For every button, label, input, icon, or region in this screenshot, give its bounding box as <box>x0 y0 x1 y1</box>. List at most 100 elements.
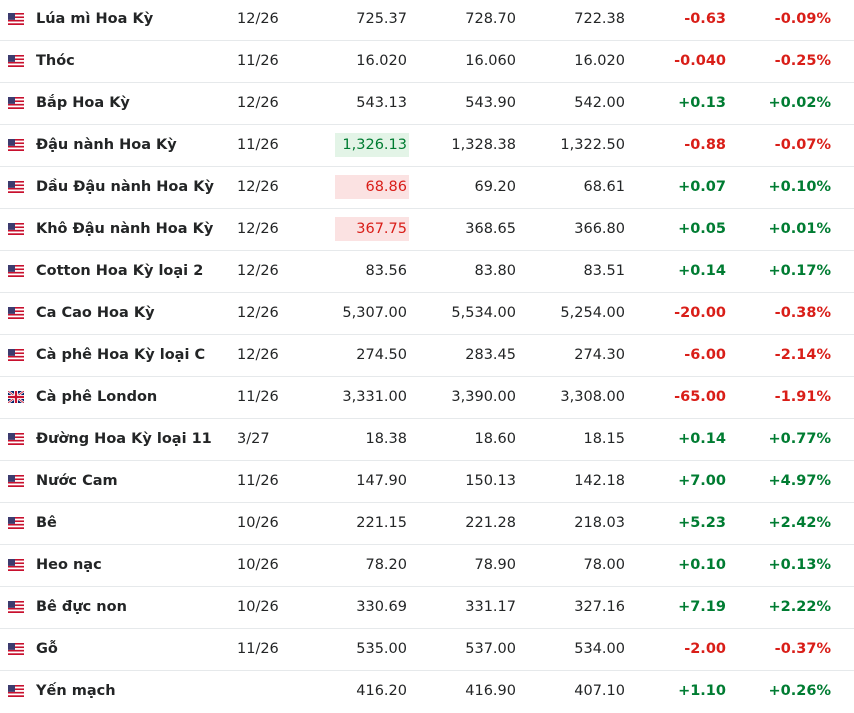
last: 543.13 <box>356 95 407 111</box>
contract-month: 12/26 <box>237 305 279 321</box>
change: +7.00 <box>678 473 726 489</box>
last: 221.15 <box>356 515 407 531</box>
flag-icon <box>8 391 24 403</box>
price-flash <box>335 133 409 157</box>
table-row: Nước Cam 11/26 147.90 150.13 142.18 +7.00 +4.9… <box>0 461 854 503</box>
contract-month: 12/26 <box>237 347 279 363</box>
last: 367.75 <box>356 221 407 237</box>
contract-month: 12/26 <box>237 221 279 237</box>
change-pct: -0.25% <box>774 53 831 69</box>
commodity-name: Cotton Hoa Kỳ loại 2 <box>36 263 204 279</box>
last: 147.90 <box>356 473 407 489</box>
high: 283.45 <box>465 347 516 363</box>
table-row: Bê 10/26 221.15 221.28 218.03 +5.23 +2.42% <box>0 503 854 545</box>
high: 221.28 <box>465 515 516 531</box>
contract-month: 11/26 <box>237 53 279 69</box>
flag-icon <box>8 265 24 277</box>
commodity-name: Đường Hoa Kỳ loại 11 <box>36 431 212 447</box>
last: 1,326.13 <box>342 137 407 153</box>
contract-month: 10/26 <box>237 599 279 615</box>
change: +0.10 <box>678 557 726 573</box>
low: 83.51 <box>583 263 625 279</box>
low: 534.00 <box>574 641 625 657</box>
change-pct: +0.01% <box>768 221 831 237</box>
commodity-name: Bê <box>36 515 57 531</box>
low: 16.020 <box>574 53 625 69</box>
change-pct: -1.91% <box>774 389 831 405</box>
table-row: Lúa mì Hoa Kỳ 12/26 725.37 728.70 722.38 -0.6… <box>0 0 854 41</box>
commodity-name: Lúa mì Hoa Kỳ <box>36 11 154 27</box>
low: 407.10 <box>574 683 625 699</box>
low: 5,254.00 <box>560 305 625 321</box>
flag-icon <box>8 433 24 445</box>
contract-month: 12/26 <box>237 179 279 195</box>
high: 83.80 <box>474 263 516 279</box>
table-row: Thóc 11/26 16.020 16.060 16.020 -0.040 -0.25% <box>0 41 854 83</box>
table-row: Gỗ 11/26 535.00 537.00 534.00 -2.00 -0.37% <box>0 629 854 671</box>
flag-icon <box>8 517 24 529</box>
change-pct: +0.26% <box>768 683 831 699</box>
table-row: Heo nạc 10/26 78.20 78.90 78.00 +0.10 +0.13% <box>0 545 854 587</box>
commodity-name: Bê đực non <box>36 599 127 615</box>
high: 16.060 <box>465 53 516 69</box>
table-row: Yến mạch 416.20 416.90 407.10 +1.10 +0.26% <box>0 671 854 713</box>
table-row: Bê đực non 10/26 330.69 331.17 327.16 +7.19 +2… <box>0 587 854 629</box>
commodity-name: Thóc <box>36 53 75 69</box>
change: -20.00 <box>674 305 726 321</box>
high: 331.17 <box>465 599 516 615</box>
change: +0.14 <box>678 431 726 447</box>
change: +0.05 <box>678 221 726 237</box>
table-row: Cà phê London 11/26 3,331.00 3,390.00 3,308.… <box>0 377 854 419</box>
high: 78.90 <box>474 557 516 573</box>
table-row: Cotton Hoa Kỳ loại 2 12/26 83.56 83.80 83.51… <box>0 251 854 293</box>
change: +1.10 <box>678 683 726 699</box>
change-pct: -0.37% <box>774 641 831 657</box>
table-row: Đường Hoa Kỳ loại 11 3/27 18.38 18.60 18.15 +… <box>0 419 854 461</box>
contract-month: 12/26 <box>237 11 279 27</box>
contract-month: 11/26 <box>237 641 279 657</box>
flag-icon <box>8 685 24 697</box>
high: 537.00 <box>465 641 516 657</box>
last: 68.86 <box>365 179 407 195</box>
last: 16.020 <box>356 53 407 69</box>
commodity-name: Ca Cao Hoa Kỳ <box>36 305 155 321</box>
change-pct: -0.07% <box>774 137 831 153</box>
commodity-name: Nước Cam <box>36 473 118 489</box>
change-pct: -0.38% <box>774 305 831 321</box>
commodity-name: Bắp Hoa Kỳ <box>36 95 130 111</box>
change: +7.19 <box>678 599 726 615</box>
last: 78.20 <box>365 557 407 573</box>
change: +0.07 <box>678 179 726 195</box>
change: -0.040 <box>674 53 726 69</box>
last: 5,307.00 <box>342 305 407 321</box>
flag-icon <box>8 181 24 193</box>
low: 3,308.00 <box>560 389 625 405</box>
change: +0.13 <box>678 95 726 111</box>
low: 218.03 <box>574 515 625 531</box>
low: 142.18 <box>574 473 625 489</box>
contract-month: 11/26 <box>237 137 279 153</box>
change-pct: -2.14% <box>774 347 831 363</box>
low: 722.38 <box>574 11 625 27</box>
table-row: Cà phê Hoa Kỳ loại C 12/26 274.50 283.45 274… <box>0 335 854 377</box>
change-pct: +0.77% <box>768 431 831 447</box>
last: 83.56 <box>365 263 407 279</box>
flag-icon <box>8 349 24 361</box>
commodity-name: Gỗ <box>36 641 58 657</box>
low: 542.00 <box>574 95 625 111</box>
price-flash <box>335 175 409 199</box>
table-row: Khô Đậu nành Hoa Kỳ 12/26 367.75 368.65 366.… <box>0 209 854 251</box>
change: -65.00 <box>674 389 726 405</box>
low: 327.16 <box>574 599 625 615</box>
table-row: Ca Cao Hoa Kỳ 12/26 5,307.00 5,534.00 5,254.… <box>0 293 854 335</box>
change: +0.14 <box>678 263 726 279</box>
change-pct: +4.97% <box>768 473 831 489</box>
flag-icon <box>8 307 24 319</box>
low: 366.80 <box>574 221 625 237</box>
high: 543.90 <box>465 95 516 111</box>
high: 3,390.00 <box>451 389 516 405</box>
change-pct: +2.22% <box>768 599 831 615</box>
last: 535.00 <box>356 641 407 657</box>
change-pct: -0.09% <box>774 11 831 27</box>
high: 1,328.38 <box>451 137 516 153</box>
